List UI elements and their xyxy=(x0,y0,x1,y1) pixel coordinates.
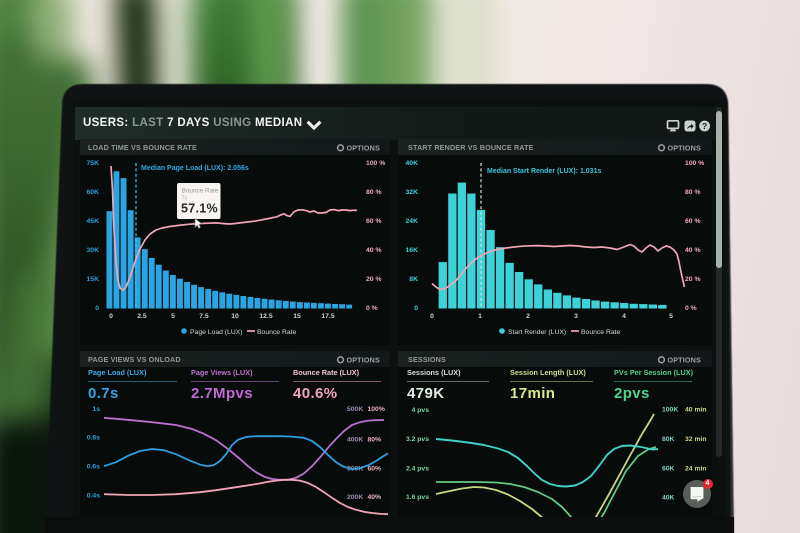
svg-text:Median Start Render (LUX): 1.0: Median Start Render (LUX): 1.031s xyxy=(487,168,601,175)
svg-text:100 %: 100 % xyxy=(366,160,385,167)
svg-text:20 %: 20 % xyxy=(685,276,701,283)
svg-text:Bounce Rate: Bounce Rate xyxy=(257,329,297,336)
svg-text:500K: 500K xyxy=(347,406,363,413)
svg-text:5: 5 xyxy=(669,313,673,320)
svg-text:75K: 75K xyxy=(87,160,100,167)
svg-text:100 %: 100 % xyxy=(685,160,704,167)
svg-text:60 %: 60 % xyxy=(366,218,382,225)
svg-text:60 %: 60 % xyxy=(685,218,701,225)
svg-text:15K: 15K xyxy=(87,276,100,283)
svg-text:0: 0 xyxy=(414,305,418,312)
svg-text:7s: 7s xyxy=(182,196,188,202)
svg-text:0.6s: 0.6s xyxy=(87,464,100,471)
svg-text:15: 15 xyxy=(293,313,301,320)
svg-text:OPTIONS: OPTIONS xyxy=(346,355,379,364)
svg-text:OPTIONS: OPTIONS xyxy=(667,355,700,364)
svg-text:20 %: 20 % xyxy=(366,276,382,283)
svg-text:Start Render (LUX): Start Render (LUX) xyxy=(508,329,566,336)
svg-text:60%: 60% xyxy=(368,466,382,473)
svg-text:45K: 45K xyxy=(87,218,100,225)
svg-text:4 pvs: 4 pvs xyxy=(412,407,430,414)
svg-text:0: 0 xyxy=(95,305,99,312)
svg-text:2.5: 2.5 xyxy=(137,313,147,320)
svg-text:Median Page Load (LUX): 2.056s: Median Page Load (LUX): 2.056s xyxy=(141,165,249,172)
svg-text:80%: 80% xyxy=(368,437,382,444)
svg-text:40 %: 40 % xyxy=(685,247,701,254)
svg-text:40K: 40K xyxy=(662,495,675,502)
svg-text:1s: 1s xyxy=(92,406,100,413)
svg-text:3: 3 xyxy=(574,313,578,320)
svg-text:100K: 100K xyxy=(662,407,678,414)
svg-text:12.5: 12.5 xyxy=(259,313,272,320)
svg-text:0 %: 0 % xyxy=(685,305,697,312)
svg-text:0.8s: 0.8s xyxy=(87,435,100,442)
svg-text:?: ? xyxy=(702,121,707,131)
svg-text:32 min: 32 min xyxy=(685,436,707,443)
svg-text:2.4 pvs: 2.4 pvs xyxy=(406,466,429,473)
svg-text:40K: 40K xyxy=(406,160,419,167)
svg-text:1: 1 xyxy=(478,313,482,320)
svg-text:4: 4 xyxy=(622,313,626,320)
svg-text:1.6 pvs: 1.6 pvs xyxy=(406,494,429,501)
svg-text:Page Load (LUX): Page Load (LUX) xyxy=(190,329,243,336)
svg-text:200K: 200K xyxy=(347,494,363,501)
svg-text:32K: 32K xyxy=(406,189,419,196)
svg-text:5: 5 xyxy=(171,313,175,320)
svg-text:OPTIONS: OPTIONS xyxy=(346,143,379,152)
svg-text:24 min: 24 min xyxy=(685,466,707,473)
svg-text:7.5: 7.5 xyxy=(199,313,209,320)
svg-text:40%: 40% xyxy=(368,494,382,501)
svg-text:OPTIONS: OPTIONS xyxy=(667,143,700,152)
svg-text:10: 10 xyxy=(231,313,239,320)
svg-text:40 min: 40 min xyxy=(685,407,707,414)
svg-text:0.4s: 0.4s xyxy=(87,493,100,500)
svg-text:80K: 80K xyxy=(662,436,675,443)
svg-text:8K: 8K xyxy=(409,276,418,283)
svg-text:0: 0 xyxy=(430,313,434,320)
svg-text:60K: 60K xyxy=(662,466,675,473)
svg-text:2: 2 xyxy=(526,313,530,320)
svg-text:30K: 30K xyxy=(87,247,100,254)
svg-text:57.1%: 57.1% xyxy=(181,202,218,216)
svg-text:0: 0 xyxy=(109,313,113,320)
svg-text:100%: 100% xyxy=(368,406,385,413)
svg-text:80 %: 80 % xyxy=(366,189,382,196)
svg-text:60K: 60K xyxy=(87,189,100,196)
svg-text:Bounce Rate: Bounce Rate xyxy=(581,329,621,336)
svg-text:17.5: 17.5 xyxy=(321,313,334,320)
svg-text:Bounce Rate: Bounce Rate xyxy=(182,188,219,195)
svg-text:80 %: 80 % xyxy=(685,189,701,196)
svg-text:24K: 24K xyxy=(406,218,419,225)
svg-text:0 %: 0 % xyxy=(366,305,378,312)
svg-text:400K: 400K xyxy=(347,437,363,444)
svg-text:3.2 pvs: 3.2 pvs xyxy=(406,436,429,443)
svg-text:40 %: 40 % xyxy=(366,247,382,254)
svg-text:16K: 16K xyxy=(406,247,419,254)
